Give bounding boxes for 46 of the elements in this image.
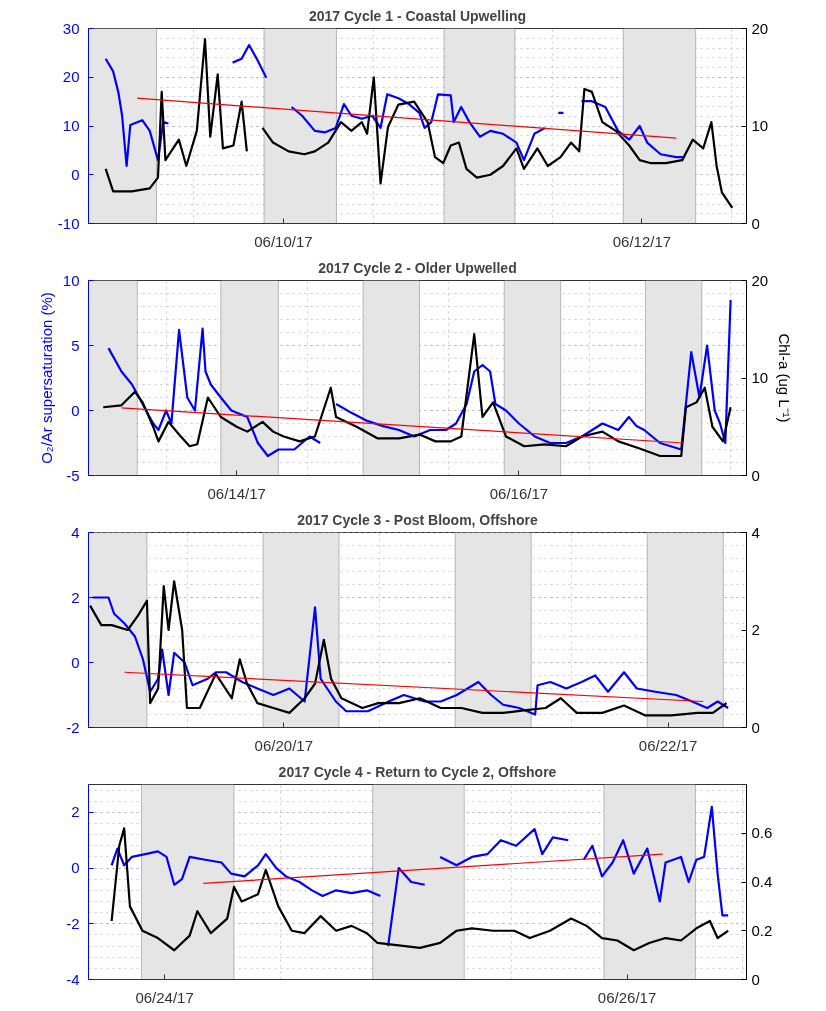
- x-tick-label: 06/22/17: [638, 736, 698, 754]
- chart-title: 2017 Cycle 3 - Post Bloom, Offshore: [297, 511, 538, 528]
- y-tick-label: 20: [62, 68, 80, 86]
- y2-tick-label: 0: [751, 214, 760, 232]
- y-tick-label: 10: [62, 271, 80, 289]
- y-tick-label: 10: [62, 117, 80, 134]
- line-series: [102, 333, 732, 458]
- x-tick-label: 06/12/17: [612, 232, 672, 250]
- chart-title: 2017 Cycle 1 - Coastal Upwelling: [308, 7, 527, 24]
- x-tick-label: 06/14/17: [207, 484, 266, 502]
- x-tick-label: 06/10/17: [254, 232, 313, 250]
- x-tick-label: 06/26/17: [597, 988, 657, 1006]
- y-tick-label: 0: [71, 401, 80, 419]
- line-series: [110, 827, 730, 952]
- y-tick-label: -10: [57, 214, 80, 232]
- chart-title: 2017 Cycle 2 - Older Upwelled: [318, 259, 517, 276]
- y2-tick-label: 0: [751, 970, 760, 988]
- x-tick-label: 06/20/17: [254, 736, 314, 754]
- y-tick-label: -4: [66, 970, 80, 988]
- y2-tick-label: 0: [751, 466, 760, 484]
- y2-tick-label: 20: [751, 271, 769, 289]
- y2-tick-label: 20: [751, 19, 769, 37]
- y2-tick-label: 10: [751, 117, 769, 134]
- y-tick-label: 0: [71, 165, 80, 183]
- y-tick-label: 2: [71, 588, 80, 606]
- x-tick-label: 06/16/17: [489, 484, 549, 502]
- y2-tick-label: 10: [751, 369, 769, 386]
- y2-tick-label: 0: [751, 718, 760, 736]
- y-tick-label: 0: [71, 653, 80, 671]
- y-tick-label: 30: [62, 19, 80, 37]
- y2-tick-label: 4: [751, 523, 760, 541]
- y-tick-label: 5: [71, 336, 80, 354]
- y-tick-label: -2: [66, 914, 80, 932]
- y2-tick-label: 0.4: [751, 873, 773, 890]
- y2-axis-title: Chl-a (ug L⁻¹): [776, 333, 794, 423]
- y-tick-label: -5: [66, 466, 80, 484]
- y-tick-label: 4: [71, 523, 80, 541]
- y2-tick-label: 0.6: [751, 824, 773, 842]
- y-tick-label: 0: [71, 859, 80, 877]
- y2-tick-label: 0.2: [751, 921, 773, 939]
- x-tick-label: 06/24/17: [135, 988, 194, 1006]
- y-tick-label: -2: [66, 718, 80, 736]
- y-tick-label: 2: [71, 803, 80, 821]
- y2-tick-label: 2: [751, 621, 760, 638]
- chart-title: 2017 Cycle 4 - Return to Cycle 2, Offshore: [278, 763, 557, 780]
- y-axis-title: O₂/Ar supersaturation (%): [37, 292, 55, 464]
